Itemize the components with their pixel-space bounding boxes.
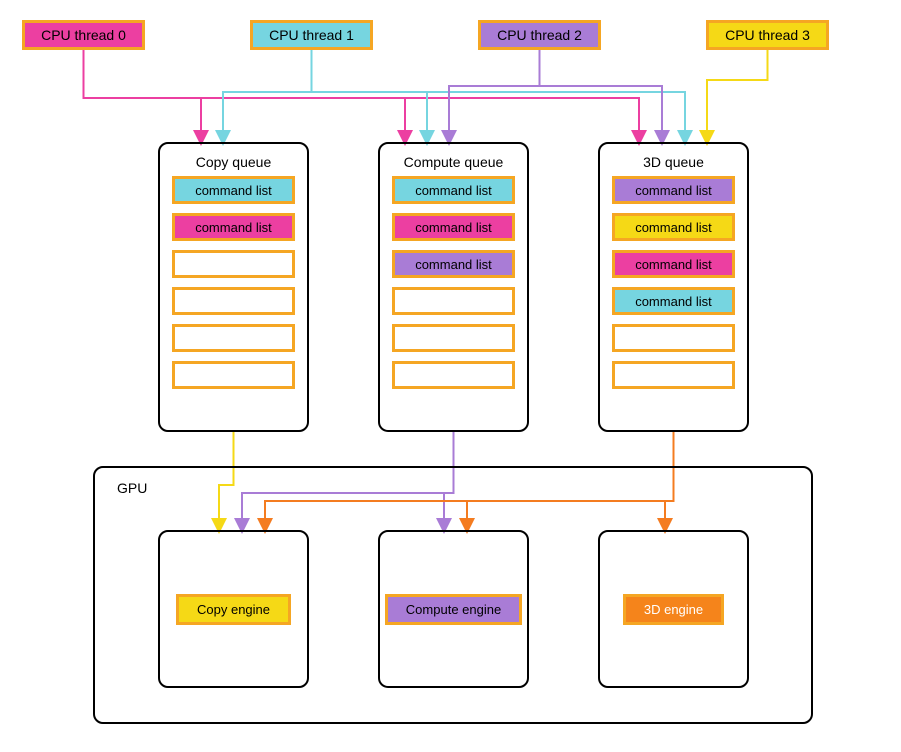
queue-copy-slot-4 <box>172 324 295 352</box>
queue-compute-slot-5 <box>392 361 515 389</box>
queue-3d-slot-0: command list <box>612 176 735 204</box>
edge-thread2-to-compute <box>449 50 540 138</box>
compute-engine-box: Compute engine <box>378 530 529 688</box>
queue-compute-title: Compute queue <box>392 154 515 170</box>
queue-copy-slot-1: command list <box>172 213 295 241</box>
cpu-thread-2: CPU thread 2 <box>478 20 601 50</box>
cpu-thread-3: CPU thread 3 <box>706 20 829 50</box>
queue-compute-slot-2: command list <box>392 250 515 278</box>
cpu-thread-1: CPU thread 1 <box>250 20 373 50</box>
queue-compute-slot-1: command list <box>392 213 515 241</box>
queue-copy-slot-2 <box>172 250 295 278</box>
3d-engine-box: 3D engine <box>598 530 749 688</box>
edge-thread0-to-copy <box>84 50 202 138</box>
queue-3d: 3D queue command list command list command … <box>598 142 749 432</box>
queue-3d-slot-5 <box>612 361 735 389</box>
queue-compute-slot-0: command list <box>392 176 515 204</box>
queue-3d-slot-1: command list <box>612 213 735 241</box>
edge-thread0-to-compute <box>84 50 406 138</box>
queue-3d-slot-4 <box>612 324 735 352</box>
queue-compute-slot-3 <box>392 287 515 315</box>
edge-thread0-to-3d <box>84 50 640 138</box>
edge-thread3-to-3d <box>707 50 768 138</box>
3d-engine-label: 3D engine <box>623 594 724 625</box>
compute-engine-label: Compute engine <box>385 594 522 625</box>
queue-copy-slot-3 <box>172 287 295 315</box>
queue-compute-slot-4 <box>392 324 515 352</box>
edge-thread1-to-compute <box>312 50 428 138</box>
queue-copy-title: Copy queue <box>172 154 295 170</box>
cpu-thread-0: CPU thread 0 <box>22 20 145 50</box>
edge-thread2-to-3d <box>540 50 663 138</box>
queue-3d-slot-3: command list <box>612 287 735 315</box>
copy-engine-box: Copy engine <box>158 530 309 688</box>
gpu-label: GPU <box>111 478 795 500</box>
copy-engine-label: Copy engine <box>176 594 291 625</box>
queue-copy-slot-0: command list <box>172 176 295 204</box>
edge-thread1-to-copy <box>223 50 312 138</box>
queue-3d-title: 3D queue <box>612 154 735 170</box>
queue-copy: Copy queue command list command list <box>158 142 309 432</box>
queue-copy-slot-5 <box>172 361 295 389</box>
queue-compute: Compute queue command list command list com… <box>378 142 529 432</box>
queue-3d-slot-2: command list <box>612 250 735 278</box>
edge-thread1-to-3d <box>312 50 686 138</box>
